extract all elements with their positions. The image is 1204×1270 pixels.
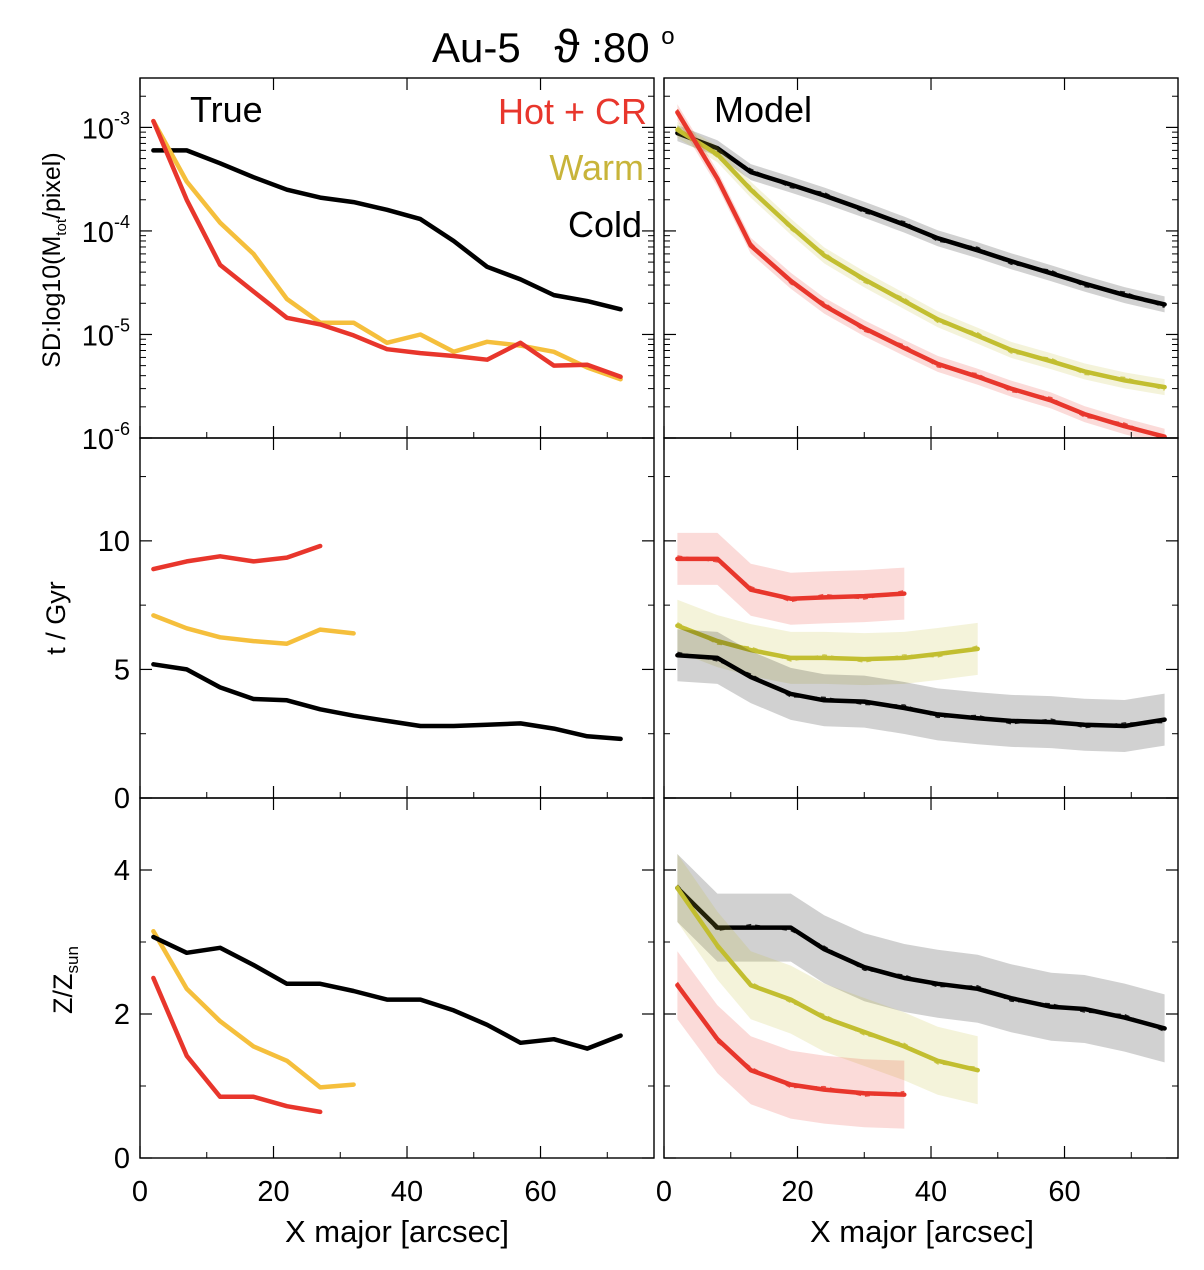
xtick-label-left: 20 [257, 1176, 289, 1208]
band-warm-bottom-right [677, 854, 978, 1105]
plot-area-middle-right [675, 532, 1167, 752]
sd-tick-label: 10-4 [82, 212, 130, 249]
sd-ylabel: SD:log10(Mtot/pixel) [38, 152, 70, 367]
panel-label-true: True [190, 89, 263, 130]
panel-top-left [139, 77, 655, 439]
figure-title: Au-5 ϑ :80 o [432, 20, 675, 72]
series-cold-middle-left [151, 662, 623, 742]
age-tick-label: 0 [114, 783, 130, 815]
plot-area-bottom-left [151, 928, 623, 1115]
age-tick-label: 10 [98, 526, 130, 558]
band-hot-cr-bottom-right [677, 951, 905, 1129]
title-theta-symbol: ϑ [554, 20, 579, 72]
z-tick-label: 4 [114, 855, 130, 887]
series-warm-middle-left [151, 613, 356, 646]
frame-bottom-left [139, 797, 655, 1159]
panel-middle-left [139, 437, 655, 799]
series-cold-top-right [675, 130, 1167, 307]
series-warm-middle-right [675, 623, 980, 662]
plot-area-middle-left [151, 543, 623, 742]
xtick-label-left: 60 [524, 1176, 556, 1208]
panel-bottom-right [663, 797, 1179, 1159]
sd-ylabel-main: SD:log10(M [38, 236, 66, 368]
frame-bottom-right [663, 797, 1179, 1159]
sd-tick-base: 10 [82, 320, 114, 352]
series-hot-cr-middle-right [675, 556, 907, 601]
series-warm-top-right [675, 127, 1167, 390]
band-cold-top-right [677, 125, 1165, 313]
age-ylabel: t / Gyr [41, 581, 71, 655]
series-cold-bottom-left [151, 934, 623, 1051]
xtick-label-right: 40 [915, 1176, 947, 1208]
panel-bottom-left [139, 797, 655, 1159]
sd-tick-exp: -6 [114, 419, 130, 439]
frame-top-right [663, 77, 1179, 439]
band-warm-middle-right [677, 599, 978, 686]
z-ylabel-sub: sun [63, 946, 82, 973]
sd-tick-base: 10 [82, 113, 114, 145]
plot-area-top-left [151, 118, 623, 382]
sd-ylabel-sub: tot [53, 218, 70, 236]
title-angle: :80 [591, 24, 649, 71]
plot-area-top-right [675, 104, 1167, 438]
series-hot-cr-top-right [675, 110, 1167, 438]
sd-tick-base: 10 [82, 424, 114, 456]
sd-tick-base: 10 [82, 217, 114, 249]
legend-hot-cr: Hot + CR [498, 91, 647, 132]
series-warm-bottom-left [151, 928, 356, 1090]
xlabel-left: X major [arcsec] [285, 1214, 509, 1249]
series-hot-cr-bottom-right [675, 982, 907, 1097]
frame-middle-left [139, 437, 655, 799]
sd-ylabel-end: /pixel) [38, 152, 66, 219]
title-degree: o [661, 23, 674, 50]
legend-cold: Cold [568, 204, 642, 245]
z-tick-label: 2 [114, 999, 130, 1031]
z-ylabel-main: Z/Z [48, 973, 78, 1014]
series-warm-bottom-right [675, 885, 980, 1073]
sd-tick-label: 10-3 [82, 108, 130, 145]
panel-middle-right [663, 437, 1179, 799]
sd-tick-label: 10-6 [82, 419, 130, 456]
xtick-label-right: 60 [1048, 1176, 1080, 1208]
xtick-label-right: 20 [781, 1176, 813, 1208]
band-hot-cr-middle-right [677, 532, 905, 625]
series-hot-cr-middle-left [151, 543, 323, 572]
series-hot-cr-top-left [151, 118, 623, 380]
z-ylabel: Z/Zsun [48, 946, 82, 1014]
band-hot-cr-top-right [677, 104, 1165, 438]
panel-label-model: Model [714, 89, 812, 130]
sd-tick-exp: -4 [114, 212, 130, 232]
legend-warm: Warm [549, 147, 644, 188]
z-tick-label: 0 [114, 1143, 130, 1175]
title-run: Au-5 [432, 24, 521, 71]
series-cold-middle-right [675, 653, 1167, 729]
age-tick-label: 5 [114, 654, 130, 686]
series-cold-bottom-right [675, 885, 1167, 1031]
band-cold-bottom-right [677, 854, 1165, 1063]
sd-tick-label: 10-5 [82, 315, 130, 352]
xtick-label-left: 40 [391, 1176, 423, 1208]
xtick-label-left: 0 [132, 1176, 148, 1208]
sd-tick-exp: -5 [114, 315, 130, 335]
series-cold-top-left [151, 148, 623, 312]
plot-area-bottom-right [675, 854, 1167, 1129]
dashed-hot-cr-top-right [676, 108, 1163, 438]
series-hot-cr-bottom-left [151, 975, 323, 1115]
panel-top-right [663, 77, 1179, 439]
series-warm-top-left [151, 118, 623, 382]
xtick-label-right: 0 [656, 1176, 672, 1208]
xlabel-right: X major [arcsec] [810, 1214, 1034, 1249]
sd-tick-exp: -3 [114, 108, 130, 128]
